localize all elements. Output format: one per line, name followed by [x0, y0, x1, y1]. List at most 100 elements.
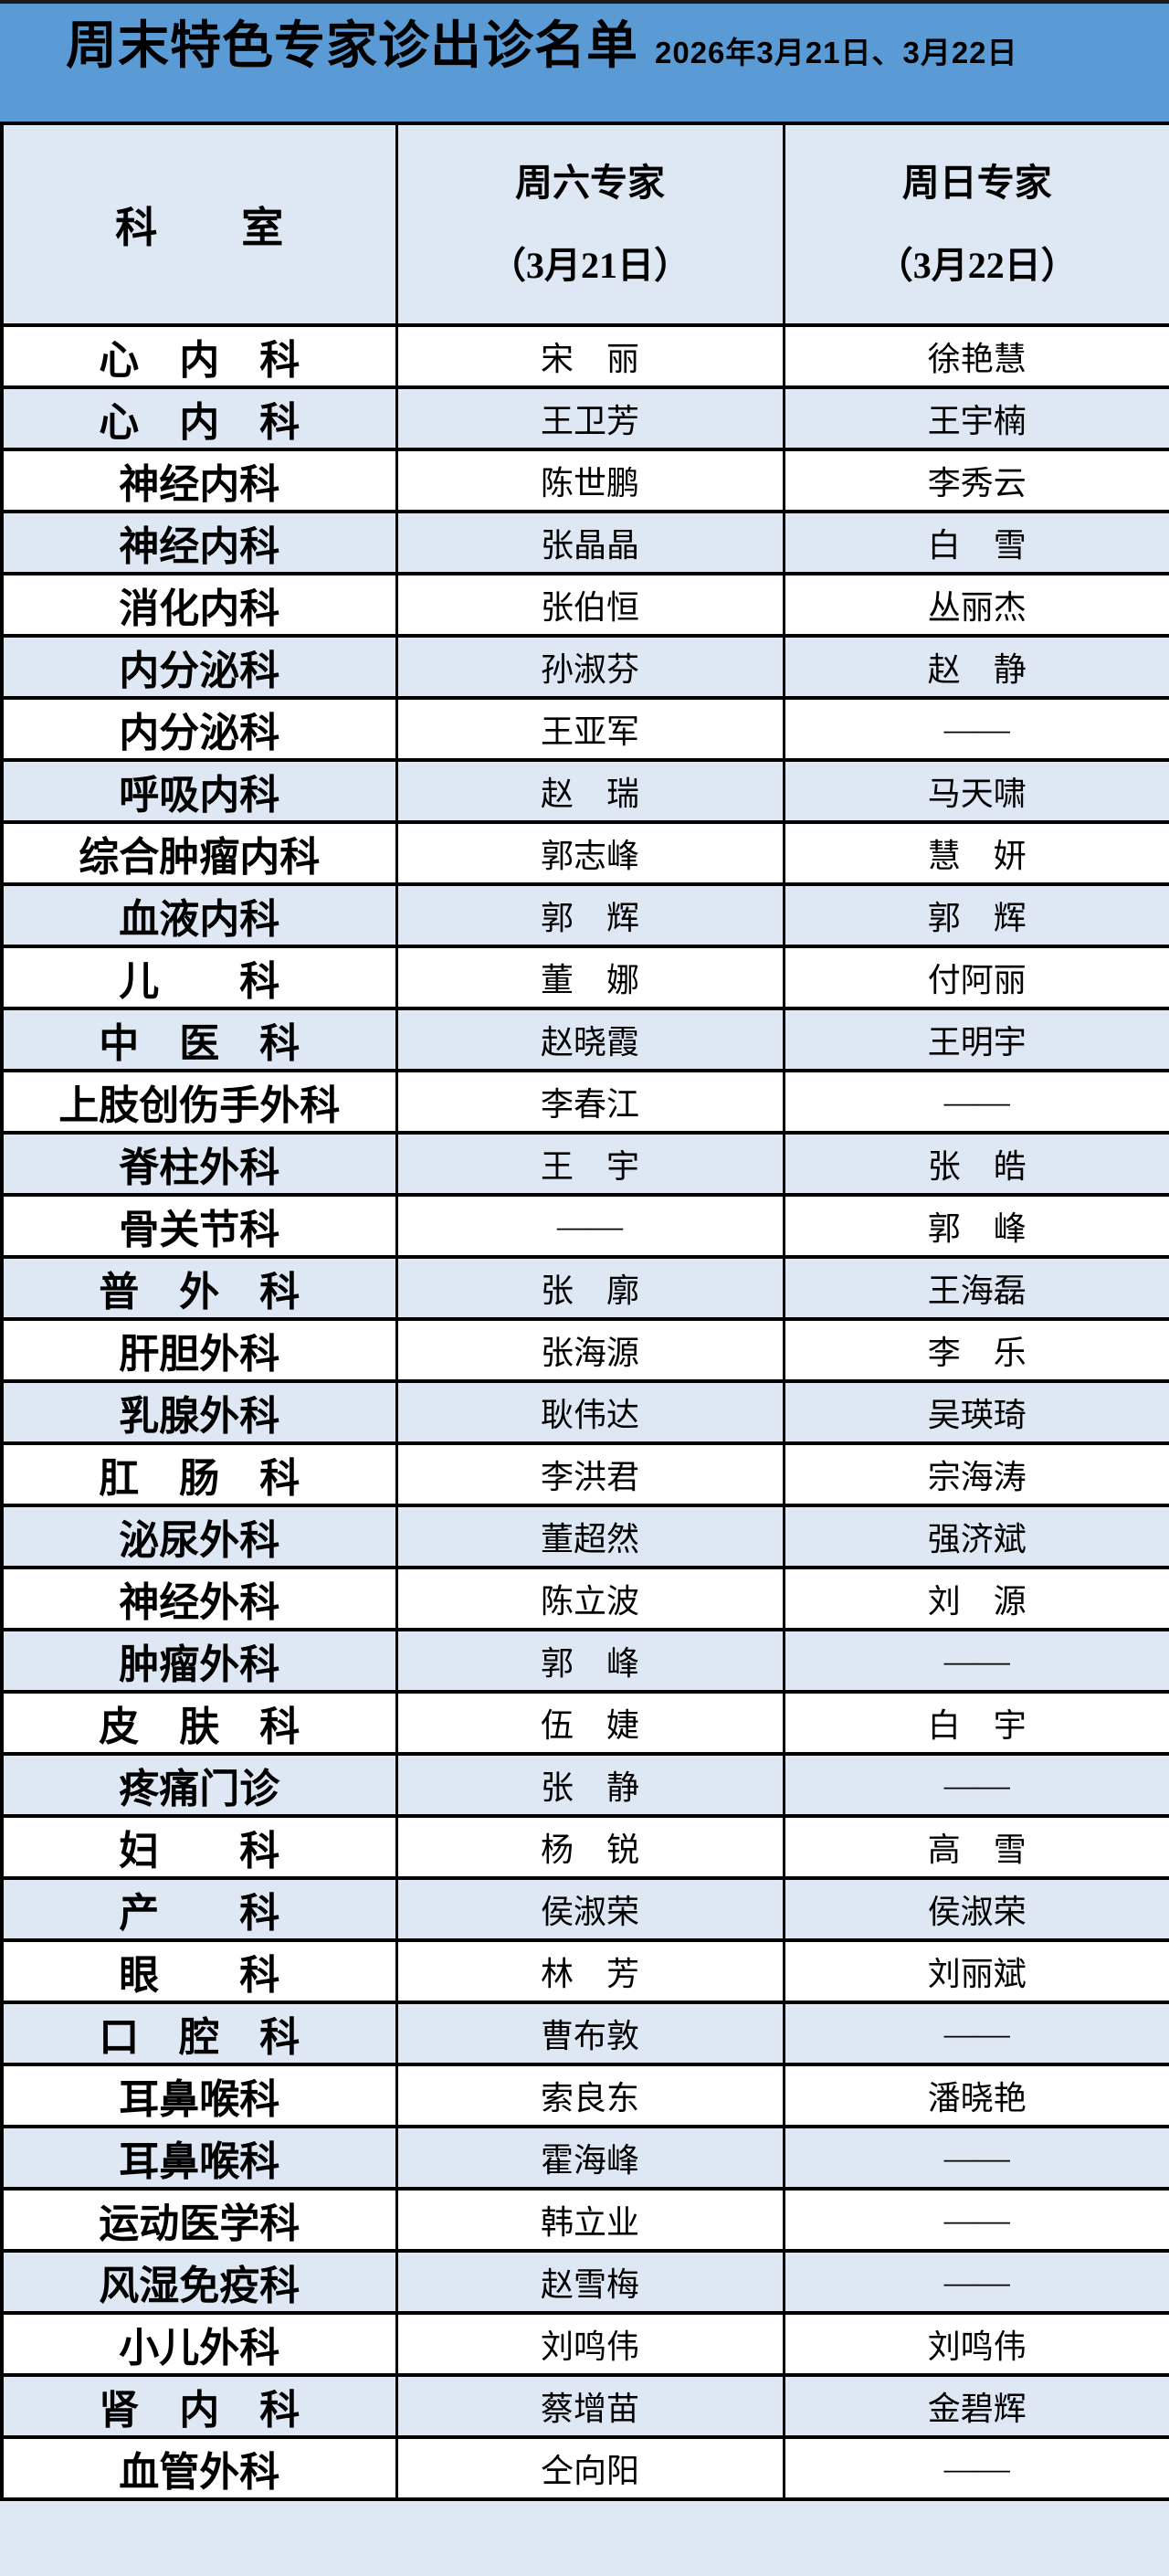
- sunday-expert-cell: 丛丽杰: [784, 574, 1169, 636]
- dept-cell: 肾 内 科: [2, 2375, 396, 2437]
- dept-cell: 呼吸内科: [2, 760, 396, 822]
- table-row: 产 科 侯淑荣 侯淑荣: [2, 1878, 1169, 1940]
- dept-cell: 运动医学科: [2, 2189, 396, 2251]
- table-row: 脊柱外科 王 宇 张 皓: [2, 1133, 1169, 1195]
- dept-cell: 耳鼻喉科: [2, 2064, 396, 2127]
- sunday-expert-cell: ——: [784, 2251, 1169, 2313]
- dept-cell: 小儿外科: [2, 2313, 396, 2375]
- sunday-expert-cell: 宗海涛: [784, 1443, 1169, 1505]
- dept-cell: 骨关节科: [2, 1195, 396, 1257]
- sunday-expert-cell: 潘晓艳: [784, 2064, 1169, 2127]
- sunday-expert-cell: 高 雪: [784, 1816, 1169, 1878]
- sunday-expert-cell: 强济斌: [784, 1505, 1169, 1568]
- table-row: 心 内 科 宋 丽 徐艳慧: [2, 325, 1169, 387]
- table-row: 耳鼻喉科 索良东 潘晓艳: [2, 2064, 1169, 2127]
- table-row: 神经内科 陈世鹏 李秀云: [2, 449, 1169, 512]
- table-row: 心 内 科 王卫芳 王宇楠: [2, 387, 1169, 449]
- dept-cell: 消化内科: [2, 574, 396, 636]
- sunday-expert-cell: 张 皓: [784, 1133, 1169, 1195]
- dept-cell: 眼 科: [2, 1940, 396, 2002]
- saturday-expert-cell: 林 芳: [396, 1940, 784, 2002]
- table-row: 中 医 科 赵晓霞 王明宇: [2, 1008, 1169, 1071]
- sunday-expert-cell: 徐艳慧: [784, 325, 1169, 387]
- footer-band: [0, 2501, 1169, 2576]
- dept-cell: 神经外科: [2, 1568, 396, 1630]
- saturday-expert-cell: 韩立业: [396, 2189, 784, 2251]
- dept-cell: 上肢创伤手外科: [2, 1071, 396, 1133]
- saturday-expert-cell: 陈立波: [396, 1568, 784, 1630]
- sunday-expert-cell: 吴瑛琦: [784, 1381, 1169, 1443]
- saturday-expert-cell: 李洪君: [396, 1443, 784, 1505]
- table-row: 运动医学科 韩立业 ——: [2, 2189, 1169, 2251]
- sunday-expert-cell: 王宇楠: [784, 387, 1169, 449]
- sunday-expert-cell: 侯淑荣: [784, 1878, 1169, 1940]
- dept-cell: 皮 肤 科: [2, 1692, 396, 1754]
- table-row: 肿瘤外科 郭 峰 ——: [2, 1630, 1169, 1692]
- saturday-expert-cell: 张伯恒: [396, 574, 784, 636]
- schedule-table-body: 心 内 科 宋 丽 徐艳慧 心 内 科 王卫芳 王宇楠 神经内科 陈世鹏 李秀云…: [2, 325, 1169, 2499]
- table-row: 儿 科 董 娜 付阿丽: [2, 946, 1169, 1008]
- saturday-expert-cell: 曹布敦: [396, 2002, 784, 2064]
- table-row: 乳腺外科 耿伟达 吴瑛琦: [2, 1381, 1169, 1443]
- table-row: 呼吸内科 赵 瑞 马天啸: [2, 760, 1169, 822]
- table-row: 口 腔 科 曹布敦 ——: [2, 2002, 1169, 2064]
- date-range: 2026年3月21日、3月22日: [655, 28, 1018, 72]
- saturday-expert-cell: 仝向阳: [396, 2437, 784, 2499]
- sunday-column-header: 周日专家 （3月22日）: [784, 123, 1169, 325]
- saturday-expert-cell: 宋 丽: [396, 325, 784, 387]
- saturday-expert-cell: 伍 婕: [396, 1692, 784, 1754]
- saturday-expert-cell: 郭志峰: [396, 822, 784, 884]
- dept-cell: 血液内科: [2, 884, 396, 946]
- saturday-expert-cell: 张 廓: [396, 1257, 784, 1319]
- dept-cell: 儿 科: [2, 946, 396, 1008]
- table-row: 肝胆外科 张海源 李 乐: [2, 1319, 1169, 1381]
- table-row: 消化内科 张伯恒 丛丽杰: [2, 574, 1169, 636]
- dept-cell: 肝胆外科: [2, 1319, 396, 1381]
- sunday-header-date: （3月22日）: [785, 241, 1169, 290]
- sunday-expert-cell: ——: [784, 2437, 1169, 2499]
- saturday-expert-cell: 郭 辉: [396, 884, 784, 946]
- dept-cell: 妇 科: [2, 1816, 396, 1878]
- sunday-expert-cell: 白 雪: [784, 512, 1169, 574]
- dept-cell: 普 外 科: [2, 1257, 396, 1319]
- table-row: 泌尿外科 董超然 强济斌: [2, 1505, 1169, 1568]
- sunday-expert-cell: 李秀云: [784, 449, 1169, 512]
- saturday-expert-cell: 郭 峰: [396, 1630, 784, 1692]
- table-row: 肛 肠 科 李洪君 宗海涛: [2, 1443, 1169, 1505]
- saturday-expert-cell: 张 静: [396, 1754, 784, 1816]
- saturday-expert-cell: ——: [396, 1195, 784, 1257]
- dept-cell: 中 医 科: [2, 1008, 396, 1071]
- sunday-expert-cell: 付阿丽: [784, 946, 1169, 1008]
- saturday-header-title: 周六专家: [398, 158, 783, 208]
- dept-cell: 神经内科: [2, 449, 396, 512]
- saturday-expert-cell: 侯淑荣: [396, 1878, 784, 1940]
- sunday-expert-cell: ——: [784, 2127, 1169, 2189]
- sunday-expert-cell: 王海磊: [784, 1257, 1169, 1319]
- sunday-expert-cell: 王明宇: [784, 1008, 1169, 1071]
- table-row: 小儿外科 刘鸣伟 刘鸣伟: [2, 2313, 1169, 2375]
- saturday-expert-cell: 王亚军: [396, 698, 784, 760]
- table-row: 血管外科 仝向阳 ——: [2, 2437, 1169, 2499]
- sunday-expert-cell: 赵 静: [784, 636, 1169, 698]
- table-row: 神经内科 张晶晶 白 雪: [2, 512, 1169, 574]
- table-row: 血液内科 郭 辉 郭 辉: [2, 884, 1169, 946]
- sunday-expert-cell: 刘丽斌: [784, 1940, 1169, 2002]
- schedule-table: 科 室 周六专家 （3月21日） 周日专家 （3月22日） 心 内 科 宋 丽 …: [0, 121, 1169, 2501]
- table-row: 疼痛门诊 张 静 ——: [2, 1754, 1169, 1816]
- saturday-expert-cell: 霍海峰: [396, 2127, 784, 2189]
- saturday-expert-cell: 刘鸣伟: [396, 2313, 784, 2375]
- dept-cell: 口 腔 科: [2, 2002, 396, 2064]
- dept-column-header: 科 室: [2, 123, 396, 325]
- sunday-expert-cell: 马天啸: [784, 760, 1169, 822]
- saturday-expert-cell: 陈世鹏: [396, 449, 784, 512]
- dept-cell: 内分泌科: [2, 636, 396, 698]
- saturday-expert-cell: 赵晓霞: [396, 1008, 784, 1071]
- dept-cell: 血管外科: [2, 2437, 396, 2499]
- saturday-expert-cell: 蔡增苗: [396, 2375, 784, 2437]
- table-row: 神经外科 陈立波 刘 源: [2, 1568, 1169, 1630]
- table-row: 内分泌科 孙淑芬 赵 静: [2, 636, 1169, 698]
- sunday-expert-cell: ——: [784, 2189, 1169, 2251]
- sunday-expert-cell: ——: [784, 1630, 1169, 1692]
- sunday-header-title: 周日专家: [785, 158, 1169, 208]
- saturday-expert-cell: 孙淑芬: [396, 636, 784, 698]
